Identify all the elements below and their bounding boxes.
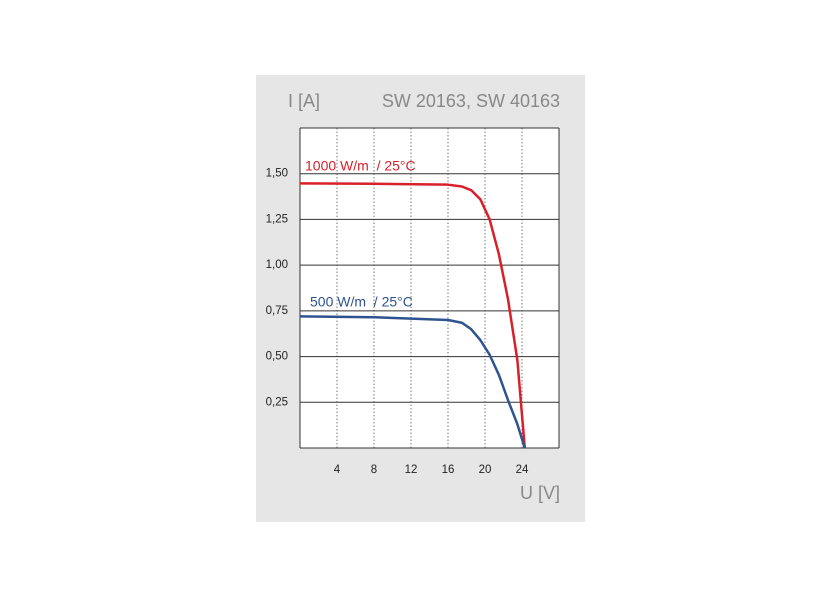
series-line: [299, 182, 527, 449]
series-label: 500 W/m / 25°C: [310, 294, 413, 310]
y-axis-label: I [A]: [288, 91, 320, 111]
y-tick-label: 0,25: [266, 396, 288, 408]
x-tick-label: 8: [371, 464, 377, 476]
x-tick-label: 24: [516, 464, 529, 476]
y-tick-label: 1,50: [266, 168, 288, 180]
series-line: [299, 315, 526, 449]
y-tick-label: 0,50: [266, 351, 288, 363]
x-axis-label: U [V]: [520, 483, 560, 503]
y-tick-label: 0,75: [266, 305, 288, 317]
x-tick-label: 12: [405, 464, 418, 476]
chart-title: SW 20163, SW 40163: [382, 91, 560, 111]
y-tick-label: 1,00: [266, 259, 288, 271]
x-tick-label: 20: [479, 464, 492, 476]
y-tick-label: 1,25: [266, 213, 288, 225]
plot-area: [300, 128, 559, 448]
x-tick-label: 16: [442, 464, 455, 476]
x-tick-label: 4: [334, 464, 341, 476]
series-label: 1000 W/m / 25°C: [305, 158, 416, 174]
